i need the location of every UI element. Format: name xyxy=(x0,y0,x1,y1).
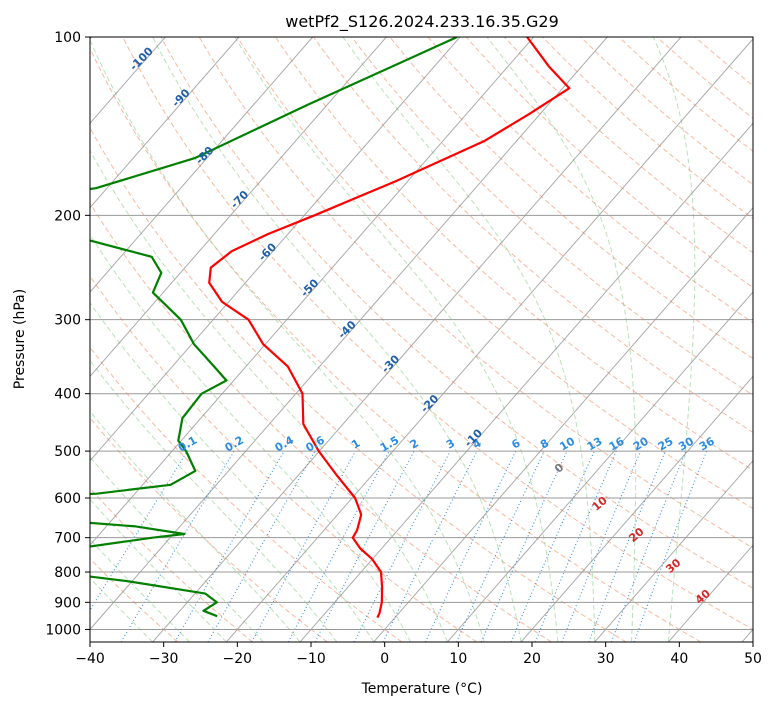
dry-adiabat-line xyxy=(198,37,753,549)
dry-adiabat-line xyxy=(504,37,753,254)
dry-adiabat-line xyxy=(351,37,753,396)
y-axis: 100 200 300 400 500 600 700 800 900 1000 xyxy=(45,30,90,638)
moist-adiabat-line xyxy=(652,37,696,642)
dewpoint-profile-line xyxy=(90,37,458,618)
isotherm-line xyxy=(373,206,753,642)
mixing-ratio-line xyxy=(561,450,642,642)
moist-adiabat-line xyxy=(90,456,264,642)
dry-adiabat-line xyxy=(90,275,477,642)
dry-adiabat-line xyxy=(160,37,753,589)
dry-adiabat-line xyxy=(90,47,702,642)
isotherm-line xyxy=(90,37,461,462)
y-axis-label: Pressure (hPa) xyxy=(12,289,28,389)
y-tick-label: 700 xyxy=(54,531,81,547)
isotherm-line xyxy=(152,37,682,642)
x-axis: −40 −30 −20 −10 0 10 20 30 40 50 xyxy=(75,642,762,667)
y-tick-label: 800 xyxy=(54,565,81,581)
y-tick-label: 300 xyxy=(54,313,81,329)
x-tick-label: 10 xyxy=(449,651,467,667)
dry-adiabat-line xyxy=(580,37,753,186)
chart-title: wetPf2_S126.2024.233.16.35.G29 xyxy=(285,12,559,32)
series-lines xyxy=(90,37,571,619)
moist-adiabat-line xyxy=(152,37,522,642)
isotherm-line xyxy=(90,37,608,631)
x-tick-label: 40 xyxy=(670,651,688,667)
moist-adiabat-line xyxy=(90,577,154,642)
mixing-ratio-line xyxy=(207,450,316,642)
isotherm-line xyxy=(520,375,753,642)
moist-adiabat-line xyxy=(234,37,559,642)
dry-adiabat-line xyxy=(427,37,753,324)
mixing-ratio-line xyxy=(287,450,390,642)
isotherm-line xyxy=(90,37,387,378)
y-tick-label: 100 xyxy=(54,30,81,46)
mixing-ratio-line xyxy=(534,450,617,642)
mixing-ratio-line xyxy=(480,450,568,642)
x-tick-label: −30 xyxy=(149,651,179,667)
y-tick-label: 500 xyxy=(54,444,81,460)
x-tick-label: −10 xyxy=(296,651,326,667)
mixing-ratio-line xyxy=(90,450,188,612)
isotherm-line xyxy=(594,459,753,642)
moist-adiabat-line xyxy=(90,233,411,642)
x-axis-label: Temperature (°C) xyxy=(361,681,483,697)
x-tick-label: −40 xyxy=(75,651,105,667)
x-tick-label: 50 xyxy=(744,651,762,667)
moist-adiabat-line xyxy=(90,538,190,642)
isotherm-line xyxy=(90,37,535,546)
isotherm-line xyxy=(225,38,753,642)
temperature-profile-line xyxy=(208,37,571,619)
isotherm-line xyxy=(90,37,314,293)
isotherm-line xyxy=(299,122,753,642)
y-tick-label: 900 xyxy=(54,595,81,611)
mixing-ratio-line xyxy=(588,450,666,642)
mixing-ratio-line xyxy=(633,450,708,642)
mixing-ratio-line xyxy=(610,450,687,642)
mixing-ratio-line xyxy=(314,450,415,642)
dry-adiabat-line xyxy=(90,346,403,642)
dry-adiabat-line xyxy=(389,37,753,360)
mixing-ratio-line xyxy=(353,450,451,642)
grid xyxy=(90,37,753,642)
mixing-ratio-line xyxy=(510,450,595,642)
dry-adiabat-line xyxy=(90,126,627,642)
isotherm-line xyxy=(446,291,753,642)
x-tick-label: 30 xyxy=(597,651,615,667)
x-tick-label: −20 xyxy=(223,651,253,667)
moist-adiabat-line xyxy=(342,37,596,642)
y-tick-label: 600 xyxy=(54,491,81,507)
dry-adiabat-line xyxy=(122,37,753,630)
y-tick-label: 400 xyxy=(54,387,81,403)
x-tick-label: 0 xyxy=(380,651,389,667)
moist-adiabat-line xyxy=(90,302,375,642)
isotherm-line xyxy=(90,37,240,209)
x-tick-label: 20 xyxy=(523,651,541,667)
moist-adiabat-line xyxy=(90,38,485,642)
moist-adiabat-line xyxy=(90,498,227,642)
moist-adiabat-line xyxy=(486,37,637,642)
y-tick-label: 200 xyxy=(54,208,81,224)
plot-frame xyxy=(89,36,754,643)
dry-adiabat-line xyxy=(313,37,753,433)
y-tick-label: 1000 xyxy=(45,622,81,638)
